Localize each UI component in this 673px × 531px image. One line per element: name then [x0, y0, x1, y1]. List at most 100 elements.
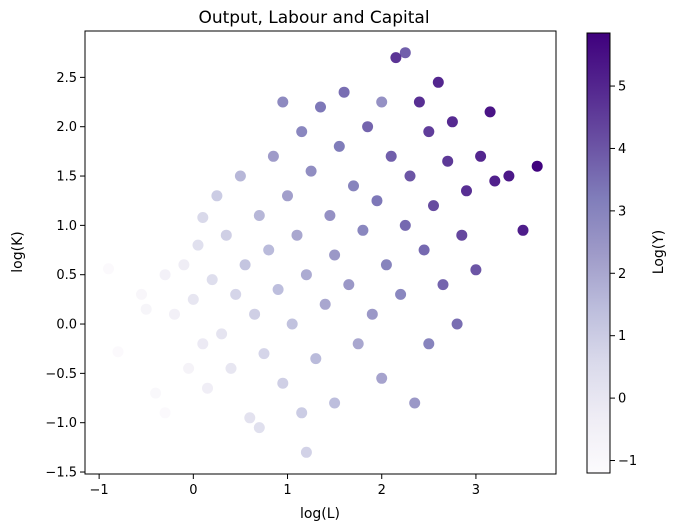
scatter-point	[404, 170, 416, 182]
colorbar-ticks: −1 0 1 2 3 4 5	[610, 80, 637, 469]
scatter-point	[390, 52, 402, 64]
points-layer	[103, 47, 543, 458]
scatter-point	[216, 328, 228, 340]
scatter-point	[258, 348, 270, 360]
scatter-point	[385, 150, 397, 162]
scatter-point	[310, 353, 322, 365]
colorbar-tick-label: 1	[618, 329, 626, 344]
scatter-point	[267, 150, 279, 162]
scatter-point	[503, 170, 515, 182]
scatter-point	[418, 244, 430, 256]
scatter-point	[230, 288, 242, 300]
scatter-point	[169, 308, 180, 320]
scatter-point	[300, 446, 312, 458]
scatter-point	[531, 160, 543, 172]
scatter-point	[249, 308, 261, 320]
scatter-point	[197, 338, 209, 350]
scatter-point	[371, 195, 383, 207]
scatter-point	[376, 96, 388, 108]
scatter-point	[451, 318, 463, 330]
scatter-point	[286, 318, 298, 330]
x-tick-label: 3	[472, 483, 480, 498]
scatter-point	[296, 407, 308, 419]
chart-title: Output, Labour and Capital	[198, 8, 429, 28]
scatter-point	[517, 224, 529, 236]
scatter-point	[432, 76, 444, 88]
y-tick-label: 1.5	[56, 170, 77, 185]
scatter-point	[277, 377, 289, 389]
scatter-point	[456, 229, 468, 241]
scatter-point	[159, 269, 171, 281]
scatter-point	[399, 47, 411, 59]
scatter-point	[428, 200, 439, 212]
colorbar-tick-label: 3	[618, 204, 626, 219]
scatter-point	[225, 362, 237, 374]
scatter-point	[333, 140, 345, 152]
scatter-point	[352, 338, 364, 350]
scatter-point	[159, 407, 171, 419]
scatter-point	[244, 412, 256, 424]
scatter-point	[220, 229, 232, 241]
scatter-point	[187, 293, 199, 305]
colorbar-tick-label: 0	[618, 392, 626, 407]
scatter-point	[423, 126, 435, 138]
scatter-point	[437, 279, 449, 291]
scatter-point	[484, 106, 496, 118]
scatter-point	[343, 279, 355, 291]
scatter-point	[103, 263, 114, 275]
scatter-point	[348, 180, 359, 192]
scatter-point	[362, 121, 374, 133]
scatter-point	[446, 116, 458, 128]
scatter-point	[475, 150, 487, 162]
scatter-point	[409, 397, 421, 409]
scatter-point	[211, 190, 223, 202]
scatter-point	[272, 284, 284, 295]
scatter-point	[206, 274, 218, 286]
scatter-point	[136, 288, 147, 300]
scatter-point	[150, 387, 162, 399]
x-axis-ticks: −1 0 1 2 3	[90, 474, 480, 498]
scatter-point	[442, 155, 454, 167]
scatter-point	[263, 244, 275, 256]
scatter-point	[489, 175, 501, 187]
scatter-point	[329, 397, 341, 409]
x-tick-label: −1	[90, 483, 109, 498]
scatter-point	[234, 170, 246, 182]
scatter-point	[296, 126, 308, 138]
scatter-point	[423, 338, 435, 350]
scatter-point	[413, 96, 425, 108]
scatter-point	[140, 303, 152, 315]
scatter-point	[253, 422, 265, 434]
colorbar-label: Log(Y)	[651, 230, 667, 274]
x-tick-label: 2	[378, 483, 386, 498]
y-tick-label: 0.5	[56, 268, 77, 283]
x-tick-label: 1	[283, 483, 291, 498]
y-tick-label: −1.0	[45, 416, 77, 431]
scatter-point	[197, 212, 209, 223]
scatter-point	[253, 210, 265, 221]
scatter-point	[366, 308, 378, 320]
scatter-point	[277, 96, 289, 108]
scatter-point	[338, 86, 350, 98]
scatter-point	[112, 346, 124, 358]
y-tick-label: 2.5	[56, 71, 77, 86]
scatter-point	[399, 219, 411, 231]
scatter-point	[380, 259, 392, 271]
scatter-point	[395, 288, 407, 300]
scatter-point	[315, 101, 326, 113]
x-tick-label: 0	[189, 483, 197, 498]
y-tick-label: 0.0	[56, 318, 77, 333]
scatter-point	[461, 185, 472, 197]
scatter-point	[192, 239, 204, 251]
scatter-point	[329, 249, 341, 261]
colorbar	[586, 32, 611, 474]
colorbar-tick-label: 2	[618, 267, 626, 282]
y-tick-label: −1.5	[45, 466, 77, 481]
scatter-point	[300, 269, 312, 281]
y-tick-label: −0.5	[45, 367, 77, 382]
scatter-point	[357, 224, 369, 236]
y-axis-ticks: −1.5 −1.0 −0.5 0.0 0.5 1.0 1.5 2.0 2.5	[45, 71, 85, 481]
scatter-point	[282, 190, 293, 202]
scatter-point	[183, 362, 195, 374]
